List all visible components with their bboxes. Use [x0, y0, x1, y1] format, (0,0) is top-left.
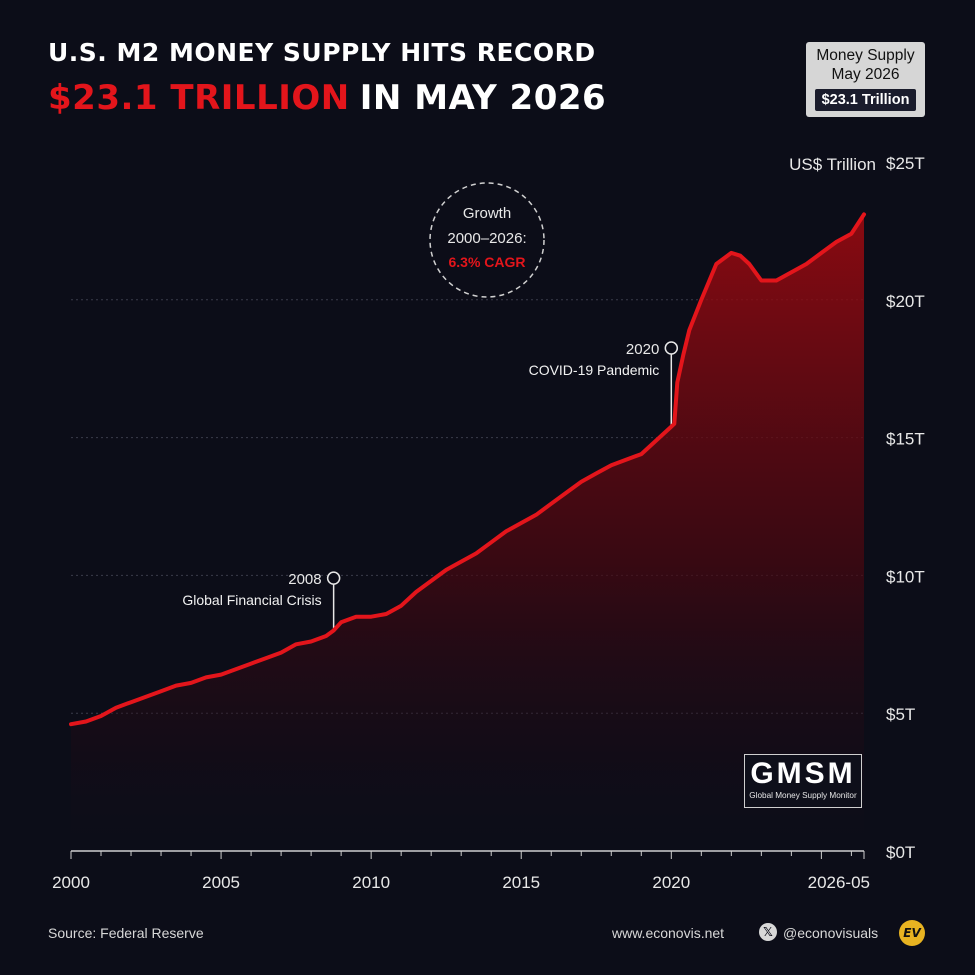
annotation-year: 2008	[288, 571, 321, 588]
x-tick-label: 2026-05	[808, 873, 870, 892]
annotation-marker	[326, 571, 341, 585]
badge-line1: Money Supply	[816, 47, 915, 64]
gmsm-logo-subtitle: Global Money Supply Monitor	[749, 791, 857, 800]
area-fill	[71, 214, 864, 851]
badge-line2: May 2026	[831, 66, 900, 83]
chart-title-line1: U.S. M2 MONEY SUPPLY HITS RECORD	[48, 38, 596, 67]
y-unit-label: US$ Trillion	[789, 155, 876, 174]
y-tick-label: $0T	[886, 843, 915, 862]
social-handle[interactable]: @econovisuals	[783, 925, 879, 941]
y-tick-label: $25T	[886, 154, 925, 173]
growth-note: Growth 2000–2026: 6.3% CAGR	[429, 182, 545, 298]
x-tick-label: 2015	[502, 873, 540, 892]
money-supply-badge: Money Supply May 2026 $23.1 Trillion	[806, 42, 925, 117]
badge-value: $23.1 Trillion	[815, 89, 916, 111]
x-tick-label: 2005	[202, 873, 240, 892]
axis-layer: $0T $5T $10T $15T $20T $25T 2000 2005 2010 2015 20…	[52, 154, 925, 892]
growth-note-circle	[429, 182, 545, 298]
growth-note-line1: Growth	[463, 205, 511, 222]
annotation-label: Global Financial Crisis	[182, 592, 321, 608]
ev-brand-logo: EV	[899, 920, 925, 946]
x-tick-label: 2010	[352, 873, 390, 892]
series-line	[69, 212, 866, 727]
gmsm-logo-text: GMSM	[750, 757, 856, 790]
title-highlight-value: $23.1 TRILLION	[48, 78, 350, 118]
annotation-layer: 2008 Global Financial Crisis 2020 COVID-19 …	[182, 341, 679, 631]
source-note: Source: Federal Reserve	[48, 925, 204, 941]
y-tick-label: $10T	[886, 567, 925, 586]
annotation-marker	[664, 341, 679, 355]
y-tick-label: $20T	[886, 292, 925, 311]
annotation-label: COVID-19 Pandemic	[529, 362, 660, 378]
x-tick-label: 2020	[652, 873, 690, 892]
annotation-year: 2020	[626, 341, 659, 358]
growth-note-cagr: 6.3% CAGR	[448, 254, 525, 270]
gmsm-logo: GMSM Global Money Supply Monitor	[744, 754, 862, 808]
x-logo-icon[interactable]: 𝕏	[759, 923, 777, 941]
title-rest: IN MAY 2026	[359, 78, 607, 118]
y-tick-label: $5T	[886, 705, 915, 724]
chart-title-line2: $23.1 TRILLION IN MAY 2026	[48, 78, 606, 118]
website-link[interactable]: www.econovis.net	[612, 925, 725, 941]
x-tick-label: 2000	[52, 873, 90, 892]
growth-note-line2: 2000–2026:	[447, 230, 526, 247]
y-tick-label: $15T	[886, 430, 925, 449]
